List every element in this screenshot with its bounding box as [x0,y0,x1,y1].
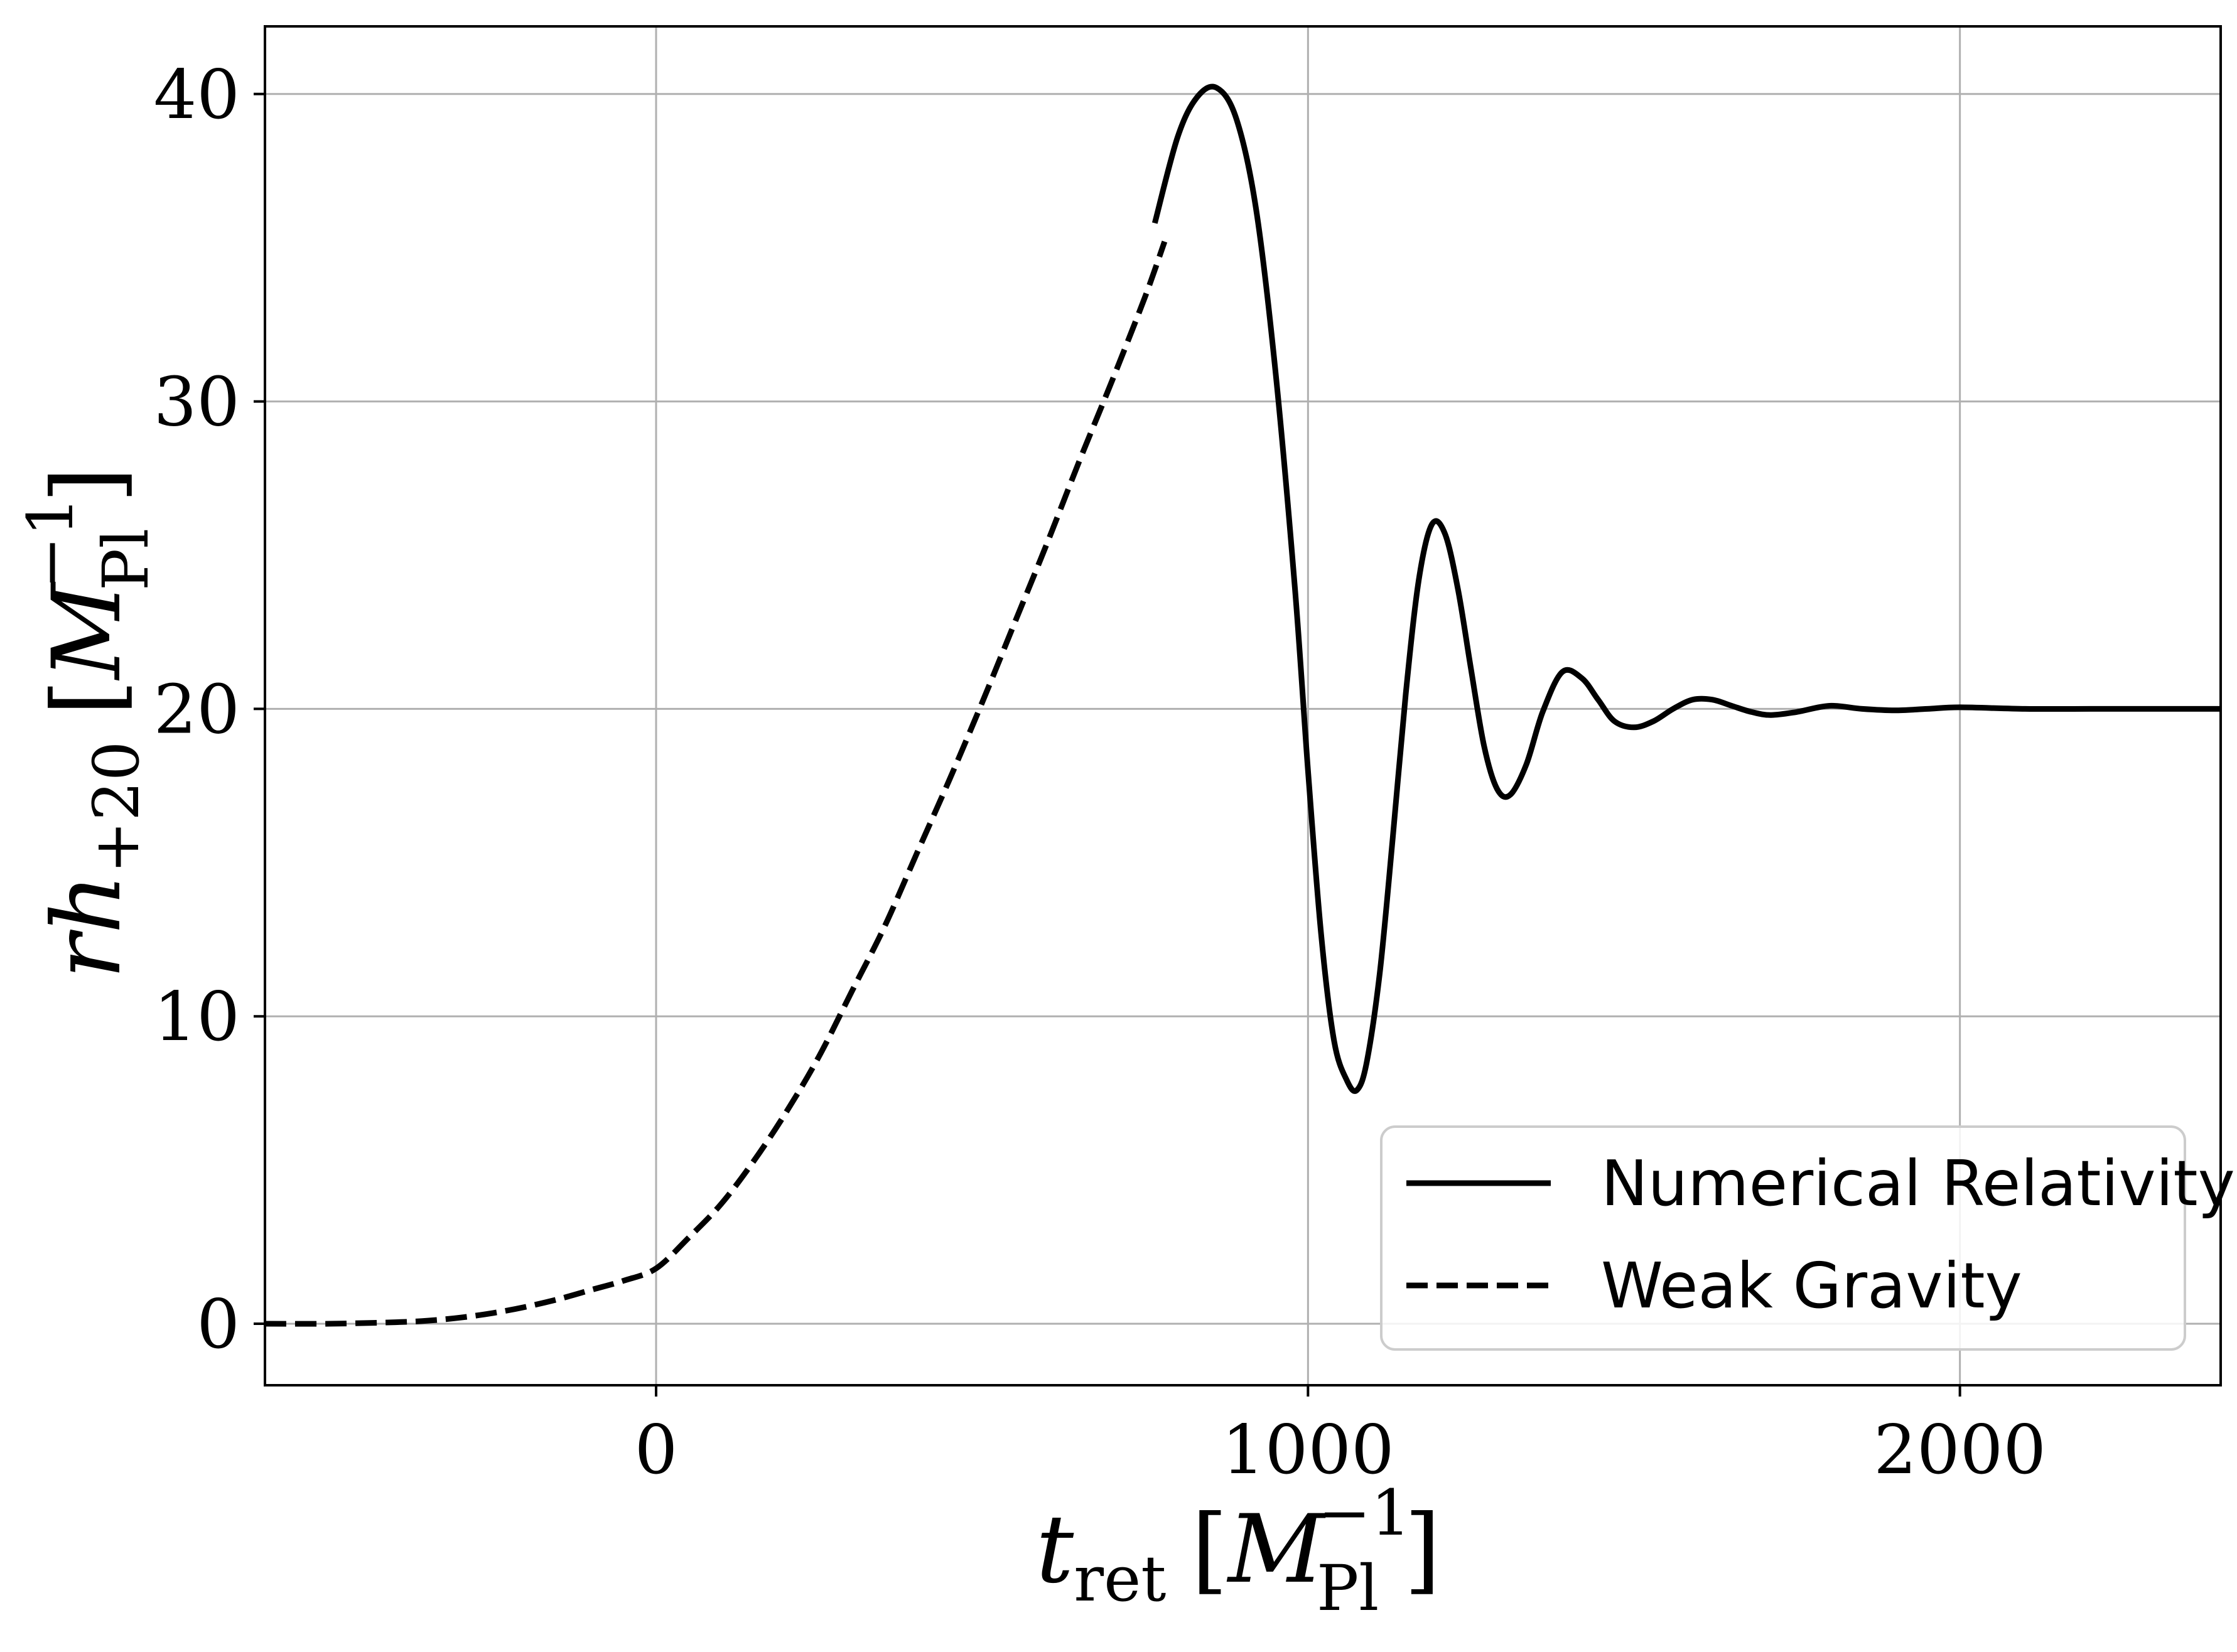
grid-lines [265,26,2221,1385]
y-axis-label: rh+20[M−1Pl] [14,466,163,979]
legend-box [1380,1125,2186,1351]
x-tick-label: 0 [635,1411,678,1489]
y-tick-label: 10 [154,978,240,1056]
y-tick-label: 40 [154,56,240,134]
x-tick-label: 1000 [1222,1411,1394,1489]
plot-frame [264,25,2222,1386]
legend-label-weak-gravity: Weak Gravity [1601,1249,2022,1322]
y-tick-label: 20 [154,670,240,749]
legend-label-numerical-relativity: Numerical Relativity [1601,1147,2235,1220]
series-line-weak-gravity [264,240,1168,1327]
series-line-numerical-relativity [1151,83,2221,1094]
y-tick-label: 0 [197,1285,240,1364]
x-axis-label: tret [M−1 Pl] [1036,1476,1441,1625]
plot-series [264,83,2221,1327]
legend: Numerical Relativity Weak Gravity [1380,1125,2235,1351]
tick-labels: 0 1000 2000 0 10 20 30 40 [154,56,2047,1489]
y-tick-label: 30 [154,363,240,442]
x-tick-label: 2000 [1873,1411,2046,1489]
